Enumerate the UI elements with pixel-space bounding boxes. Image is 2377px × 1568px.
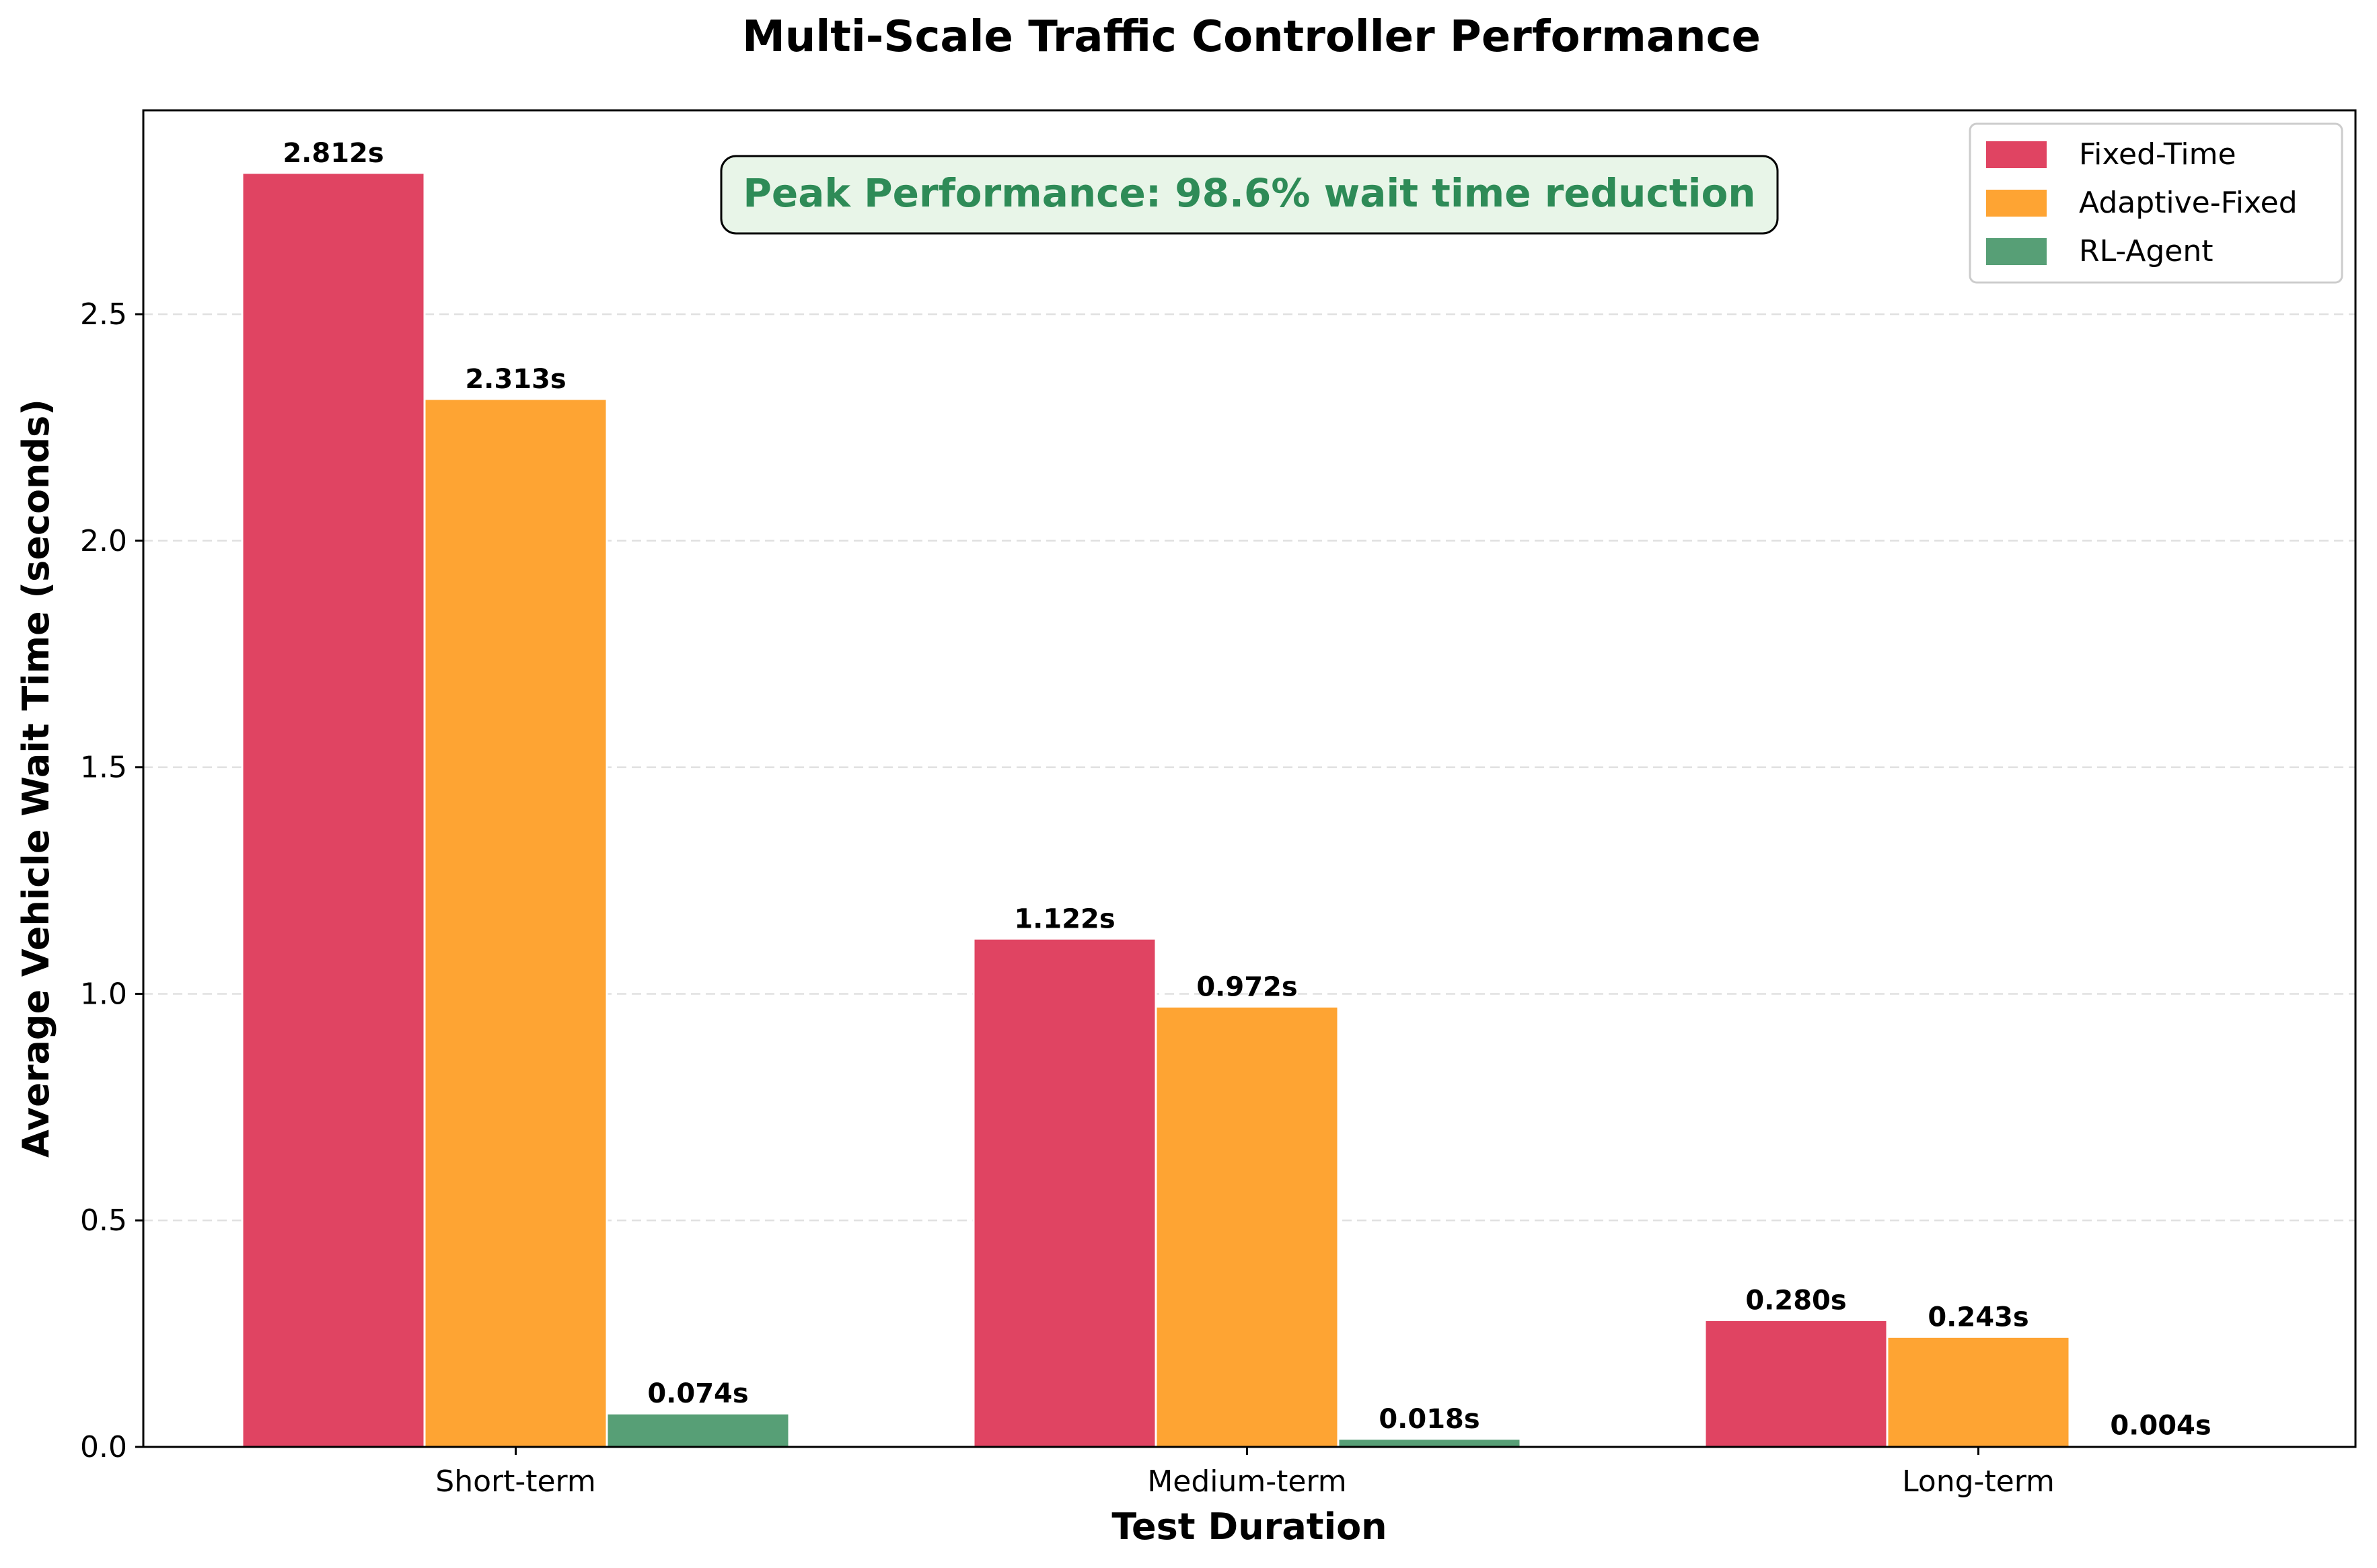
x-tick-label: Short-term	[435, 1464, 595, 1499]
y-tick-label: 0.0	[80, 1430, 127, 1464]
legend-frame	[1969, 122, 2343, 284]
x-tick-label: Long-term	[1902, 1464, 2055, 1499]
bars	[241, 172, 2253, 1448]
bar-adaptive-fixed-short-term	[423, 398, 608, 1448]
bar-value-label: 1.122s	[1014, 903, 1115, 934]
bar-value-label: 0.972s	[1196, 971, 1297, 1002]
bar-fixed-time-short-term	[241, 172, 426, 1448]
legend-label: Adaptive-Fixed	[2079, 186, 2298, 220]
y-tick-label: 1.5	[80, 751, 127, 785]
annotation-text: Peak Performance: 98.6% wait time reduct…	[743, 170, 1755, 216]
legend-swatch	[1986, 190, 2047, 217]
bar-adaptive-fixed-long-term	[1886, 1335, 2071, 1448]
y-tick-label: 2.5	[80, 297, 127, 332]
legend-swatch	[1986, 141, 2047, 168]
bar-value-label: 0.280s	[1745, 1285, 1846, 1316]
bar-value-label: 2.313s	[465, 364, 566, 395]
bar-value-label: 0.243s	[1928, 1302, 2028, 1333]
bar-value-label: 2.812s	[283, 138, 383, 169]
x-tick-label: Medium-term	[1147, 1464, 1346, 1499]
y-axis-ticks: 0.0 0.5 1.0 1.5 2.0 2.5	[80, 297, 143, 1464]
bar-value-label: 0.004s	[2110, 1410, 2211, 1441]
y-tick-label: 0.5	[80, 1203, 127, 1238]
legend-label: RL-Agent	[2079, 234, 2213, 268]
bar-value-labels: 2.812s 2.313s 0.074s 1.122s 0.972s 0.018s 0.28…	[283, 138, 2211, 1441]
legend: Fixed-Time Adaptive-Fixed RL-Agent	[1969, 122, 2343, 284]
y-tick-label: 1.0	[80, 977, 127, 1011]
legend-label: Fixed-Time	[2079, 137, 2236, 172]
y-tick-label: 2.0	[80, 524, 127, 558]
legend-swatch	[1986, 238, 2047, 265]
bar-rl-agent-medium-term	[1337, 1438, 1522, 1448]
x-axis-ticks: Short-term Medium-term Long-term	[435, 1447, 2055, 1499]
chart-title: Multi-Scale Traffic Controller Performan…	[742, 12, 1761, 62]
y-axis-label: Average Vehicle Wait Time (seconds)	[15, 399, 57, 1158]
bar-fixed-time-medium-term	[972, 937, 1157, 1448]
bar-rl-agent-short-term	[606, 1412, 791, 1448]
plot-frame	[142, 109, 2357, 1448]
bar-value-label: 0.074s	[647, 1378, 748, 1409]
peak-performance-annotation: Peak Performance: 98.6% wait time reduct…	[720, 155, 1779, 235]
x-axis-label: Test Duration	[1111, 1505, 1387, 1548]
annotation-box	[720, 155, 1779, 235]
grid-lines	[143, 313, 2355, 1222]
bar-adaptive-fixed-medium-term	[1155, 1005, 1340, 1448]
bar-fixed-time-long-term	[1704, 1318, 1889, 1448]
bar-value-label: 0.018s	[1379, 1404, 1479, 1435]
